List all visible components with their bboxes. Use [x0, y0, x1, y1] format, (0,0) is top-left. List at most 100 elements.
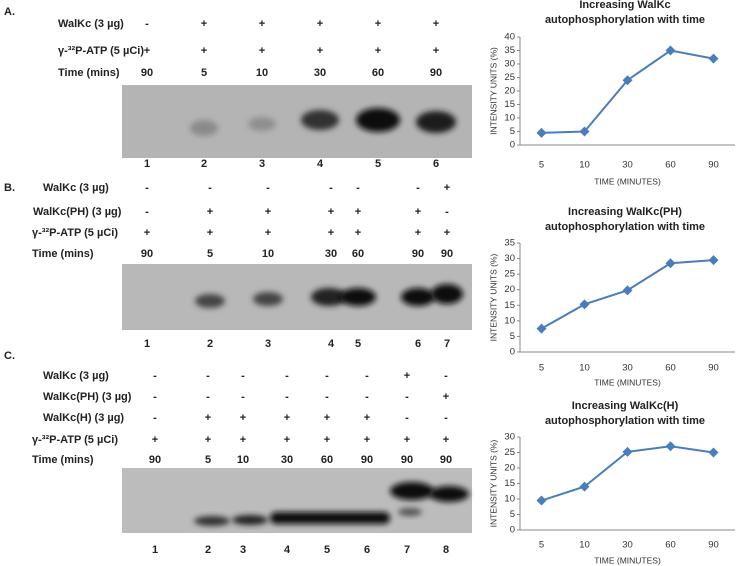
x-tick-label: 5	[539, 363, 544, 374]
x-axis-title: TIME (MINUTES)	[594, 176, 661, 186]
y-tick-label: 40	[504, 32, 515, 43]
lane-number: 4	[284, 544, 291, 556]
lane-number: 1	[152, 544, 158, 556]
panel-label: C.	[4, 350, 15, 362]
cell: +	[364, 434, 370, 446]
y-tick-label: 30	[504, 432, 515, 443]
panel-label: B.	[4, 182, 15, 194]
y-axis-title: INTENSITY UNITS (%)	[488, 47, 498, 135]
gel-a	[122, 85, 472, 158]
cell: +	[355, 206, 361, 218]
row-name: WalKc (3 µg)	[58, 18, 124, 30]
cell: +	[404, 370, 410, 382]
cell: +	[284, 434, 290, 446]
marker	[665, 441, 676, 452]
cell: +	[317, 18, 323, 30]
y-tick-label: 25	[504, 269, 515, 280]
cell: 90	[401, 454, 413, 466]
marker	[708, 447, 719, 458]
y-tick-label: 0	[510, 347, 515, 358]
cell: 90	[441, 248, 453, 260]
marker	[536, 495, 547, 506]
chart-title: Increasing WalKc(H)	[572, 400, 679, 412]
cell: +	[375, 18, 381, 30]
cell: 60	[321, 454, 333, 466]
lane-number: 5	[324, 544, 330, 556]
cell: +	[284, 412, 290, 424]
x-tick-label: 5	[539, 160, 544, 171]
cell: -	[241, 391, 245, 403]
cell: -	[241, 370, 245, 382]
gel-b	[122, 264, 472, 330]
cell: -	[365, 370, 369, 382]
cell: +	[144, 45, 150, 57]
cell: 90	[361, 454, 373, 466]
cell: -	[266, 182, 270, 194]
lane-number: 3	[259, 158, 265, 170]
cell: +	[433, 18, 439, 30]
cell: +	[201, 18, 207, 30]
marker	[708, 53, 719, 64]
y-tick-label: 10	[504, 113, 515, 124]
y-tick-label: 20	[504, 463, 515, 474]
lane-number: 4	[328, 338, 335, 350]
y-tick-label: 0	[510, 525, 515, 536]
chart-title: autophosphorylation with time	[545, 415, 705, 427]
cell: +	[355, 227, 361, 239]
row-name: WalKc (3 µg)	[43, 370, 109, 382]
marker	[579, 481, 590, 492]
marker	[579, 299, 590, 310]
cell: -	[145, 206, 149, 218]
row-name: WalKc(H) (3 µg)	[43, 412, 124, 424]
marker	[708, 255, 719, 266]
x-tick-label: 60	[665, 363, 676, 374]
cell: -	[356, 182, 360, 194]
cell: 60	[352, 248, 364, 260]
cell: -	[445, 206, 449, 218]
cell: -	[365, 391, 369, 403]
cell: +	[265, 227, 271, 239]
cell: +	[443, 434, 449, 446]
chart-title: autophosphorylation with time	[545, 221, 705, 233]
cell: +	[265, 206, 271, 218]
x-tick-label: 90	[708, 363, 719, 374]
y-tick-label: 15	[504, 300, 515, 311]
chart-title: Increasing WalKc(PH)	[568, 206, 682, 218]
cell: -	[206, 370, 210, 382]
y-tick-label: 20	[504, 86, 515, 97]
cell: 10	[237, 454, 249, 466]
cell: -	[153, 412, 157, 424]
x-tick-label: 30	[622, 160, 633, 171]
lane-number: 6	[433, 158, 439, 170]
cell: 90	[430, 67, 442, 79]
x-tick-label: 10	[579, 363, 590, 374]
cell: +	[415, 206, 421, 218]
x-axis-title: TIME (MINUTES)	[594, 555, 661, 565]
y-tick-label: 20	[504, 284, 515, 295]
lane-number: 2	[205, 544, 211, 556]
marker	[622, 75, 633, 86]
cell: +	[433, 45, 439, 57]
cell: +	[324, 434, 330, 446]
cell: +	[375, 45, 381, 57]
marker	[579, 126, 590, 137]
y-tick-label: 25	[504, 72, 515, 83]
cell: 30	[325, 248, 337, 260]
y-axis-title: INTENSITY UNITS (%)	[488, 253, 498, 341]
row-name: Time (mins)	[32, 248, 94, 260]
cell: -	[444, 370, 448, 382]
y-tick-label: 35	[504, 238, 515, 249]
y-tick-label: 5	[510, 126, 515, 137]
cell: +	[443, 391, 449, 403]
cell: -	[329, 182, 333, 194]
cell: 30	[314, 67, 326, 79]
row-name: WalKc(PH) (3 µg)	[43, 391, 132, 403]
y-tick-label: 5	[510, 509, 515, 520]
cell: +	[444, 182, 450, 194]
marker	[665, 45, 676, 56]
cell: -	[208, 182, 212, 194]
cell: 60	[372, 67, 384, 79]
cell: 5	[201, 67, 207, 79]
cell: -	[416, 182, 420, 194]
cell: +	[328, 227, 334, 239]
